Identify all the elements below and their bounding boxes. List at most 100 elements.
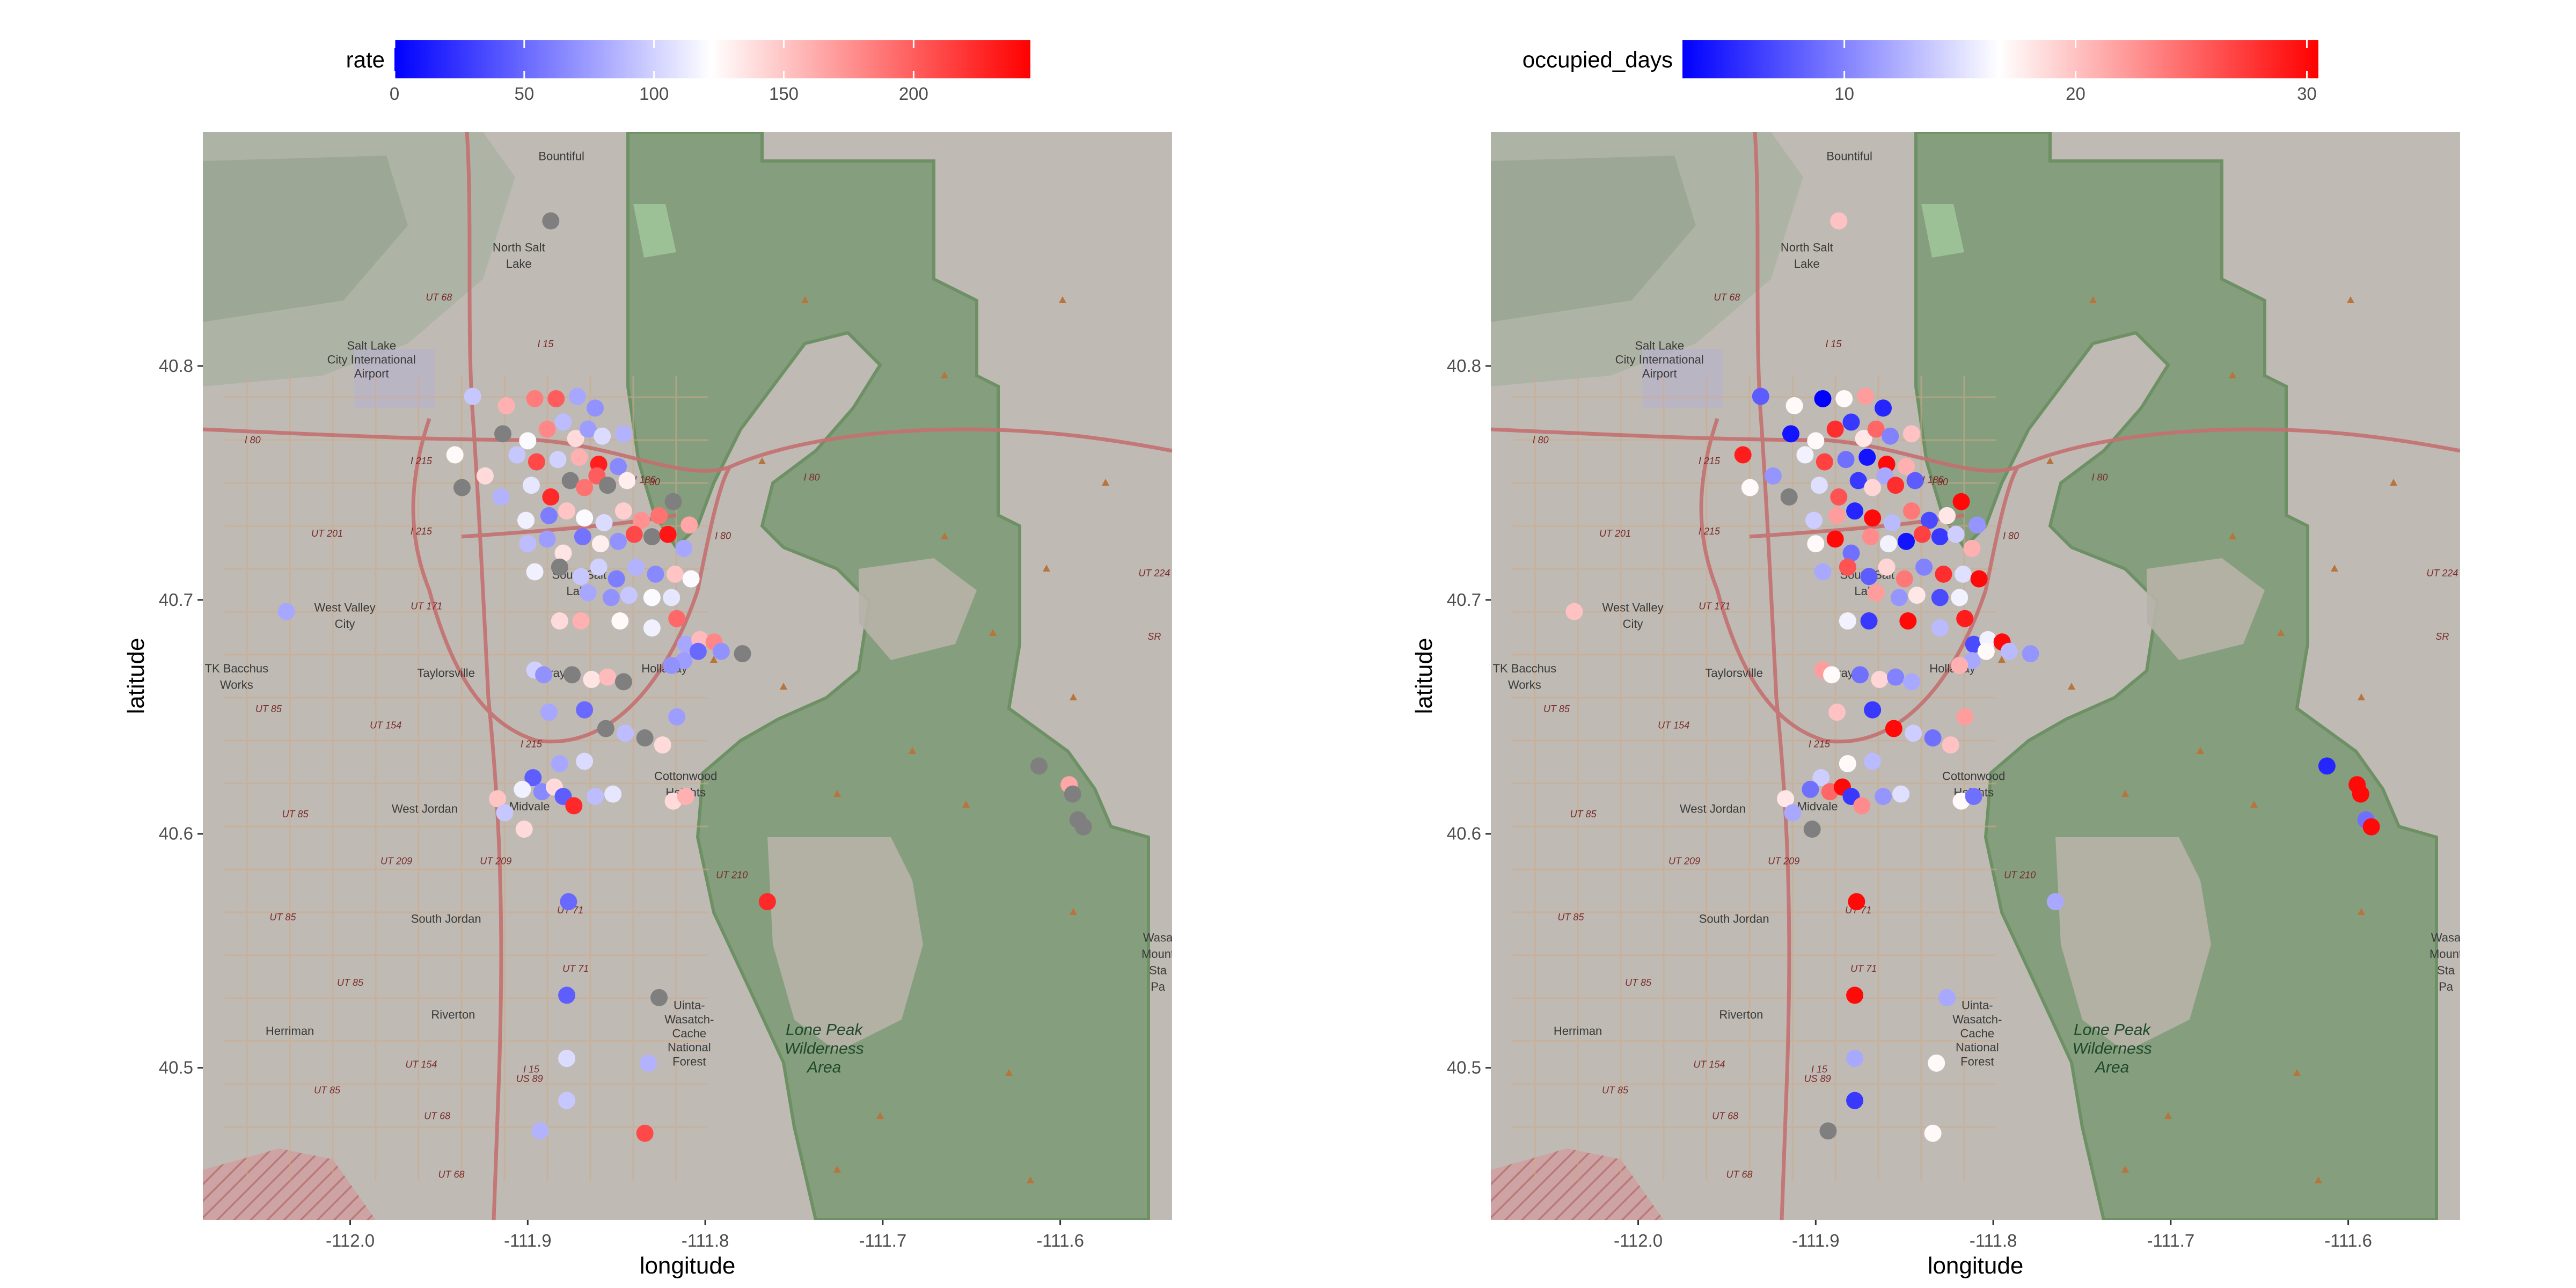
- data-point: [602, 589, 620, 606]
- data-point: [1846, 1092, 1864, 1109]
- place-label: Cottonwood: [654, 769, 717, 782]
- peak-icon: [2068, 683, 2075, 690]
- road-label: I 15: [523, 1064, 540, 1074]
- data-point: [538, 530, 556, 548]
- road-label: I 80: [2003, 530, 2019, 541]
- place-label: Mount: [1141, 947, 1174, 961]
- place-label: Taylorsville: [1705, 667, 1763, 680]
- road-label: UT 85: [255, 704, 282, 714]
- data-point: [572, 568, 590, 586]
- road-label: UT 85: [1570, 809, 1597, 819]
- data-point: [1826, 420, 1844, 438]
- data-point: [2022, 645, 2039, 663]
- data-point: [1905, 724, 1922, 742]
- data-point: [587, 399, 604, 417]
- place-label: Airport: [354, 367, 389, 380]
- data-point: [1952, 493, 1970, 510]
- data-point: [682, 570, 700, 588]
- road-label: UT 210: [2004, 870, 2036, 881]
- road-label: UT 209: [480, 855, 511, 866]
- place-label: Herriman: [1554, 1024, 1602, 1038]
- data-point: [668, 610, 686, 627]
- data-point: [453, 479, 471, 496]
- y-tick-label: 40.6: [159, 824, 193, 844]
- road-label: UT 171: [411, 601, 442, 611]
- place-label: Wasa: [1143, 931, 1173, 944]
- peak-markers: [710, 296, 1109, 1183]
- place-label: Salt Lake: [347, 339, 396, 352]
- road-label: I 186: [1922, 474, 1944, 485]
- colorbar-label: 30: [2297, 84, 2317, 104]
- peak-icon: [1070, 908, 1077, 915]
- road-label: I 15: [1825, 339, 1842, 349]
- airport-area: [1642, 349, 1723, 408]
- data-point: [1887, 477, 1905, 494]
- peak-icon: [2197, 747, 2204, 754]
- place-label: Sta: [1149, 963, 1167, 977]
- data-point: [1963, 539, 1981, 557]
- data-point: [1892, 785, 1910, 803]
- y-tick-label: 40.7: [1447, 590, 1481, 610]
- data-point: [476, 467, 494, 485]
- peak-icon: [2250, 801, 2258, 808]
- data-point: [1855, 430, 1872, 448]
- data-point: [1887, 668, 1905, 686]
- x-tick-label: -112.0: [326, 1231, 375, 1250]
- place-label: Wasatch-: [1952, 1013, 2002, 1026]
- x-tick-label: -111.8: [682, 1231, 729, 1250]
- peak-icon: [710, 656, 718, 663]
- y-tick-label: 40.8: [159, 356, 193, 376]
- data-point: [758, 893, 776, 911]
- data-point: [576, 752, 594, 770]
- peak-icon: [2046, 457, 2054, 464]
- data-point: [1858, 448, 1876, 466]
- data-point: [558, 986, 576, 1004]
- data-point: [531, 1122, 549, 1140]
- park-small: [1921, 204, 1964, 258]
- data-point: [1785, 397, 1803, 415]
- data-point: [1867, 584, 1885, 602]
- data-point: [1882, 427, 1899, 445]
- data-point: [1931, 619, 1949, 637]
- road-label: UT 85: [1625, 977, 1652, 988]
- road-label: UT 68: [1712, 1111, 1738, 1122]
- peak-icon: [2293, 1069, 2301, 1076]
- data-point: [591, 535, 609, 553]
- data-point: [1064, 785, 1081, 803]
- y-tick-label: 40.5: [159, 1058, 193, 1078]
- data-point: [496, 804, 514, 822]
- place-label: Pa: [2439, 980, 2454, 993]
- data-point: [1875, 399, 1892, 417]
- data-point: [1842, 413, 1860, 431]
- road-label: UT 85: [1543, 704, 1570, 714]
- road-label: US 89: [1804, 1073, 1831, 1084]
- data-point: [542, 212, 560, 230]
- colorbar: [1682, 40, 2318, 78]
- data-point: [547, 390, 565, 407]
- data-point: [689, 642, 707, 660]
- peak-icon: [780, 683, 787, 690]
- peak-icon: [1043, 565, 1050, 572]
- road-label: UT 154: [405, 1059, 437, 1070]
- data-point: [492, 488, 510, 506]
- data-point: [1826, 530, 1844, 548]
- data-point: [1902, 673, 1920, 691]
- peak-icon: [989, 629, 997, 636]
- data-point: [627, 558, 645, 576]
- place-label: Forest: [672, 1055, 706, 1068]
- data-point: [594, 427, 611, 445]
- data-point: [1074, 818, 1092, 836]
- data-point: [1777, 790, 1795, 808]
- data-point: [1878, 558, 1896, 576]
- place-label: South Jordan: [411, 912, 481, 925]
- data-point: [1924, 1124, 1942, 1142]
- road-label: I 80: [1932, 477, 1948, 487]
- x-tick-label: -111.6: [1036, 1231, 1084, 1250]
- data-point: [1835, 390, 1853, 407]
- data-point: [1830, 212, 1848, 230]
- wetland-texture: [1491, 156, 1696, 322]
- data-point: [528, 453, 545, 471]
- axes: -112.0 -111.9 -111.8 -111.7 -111.6 40.5 40.6 40…: [123, 356, 1084, 1279]
